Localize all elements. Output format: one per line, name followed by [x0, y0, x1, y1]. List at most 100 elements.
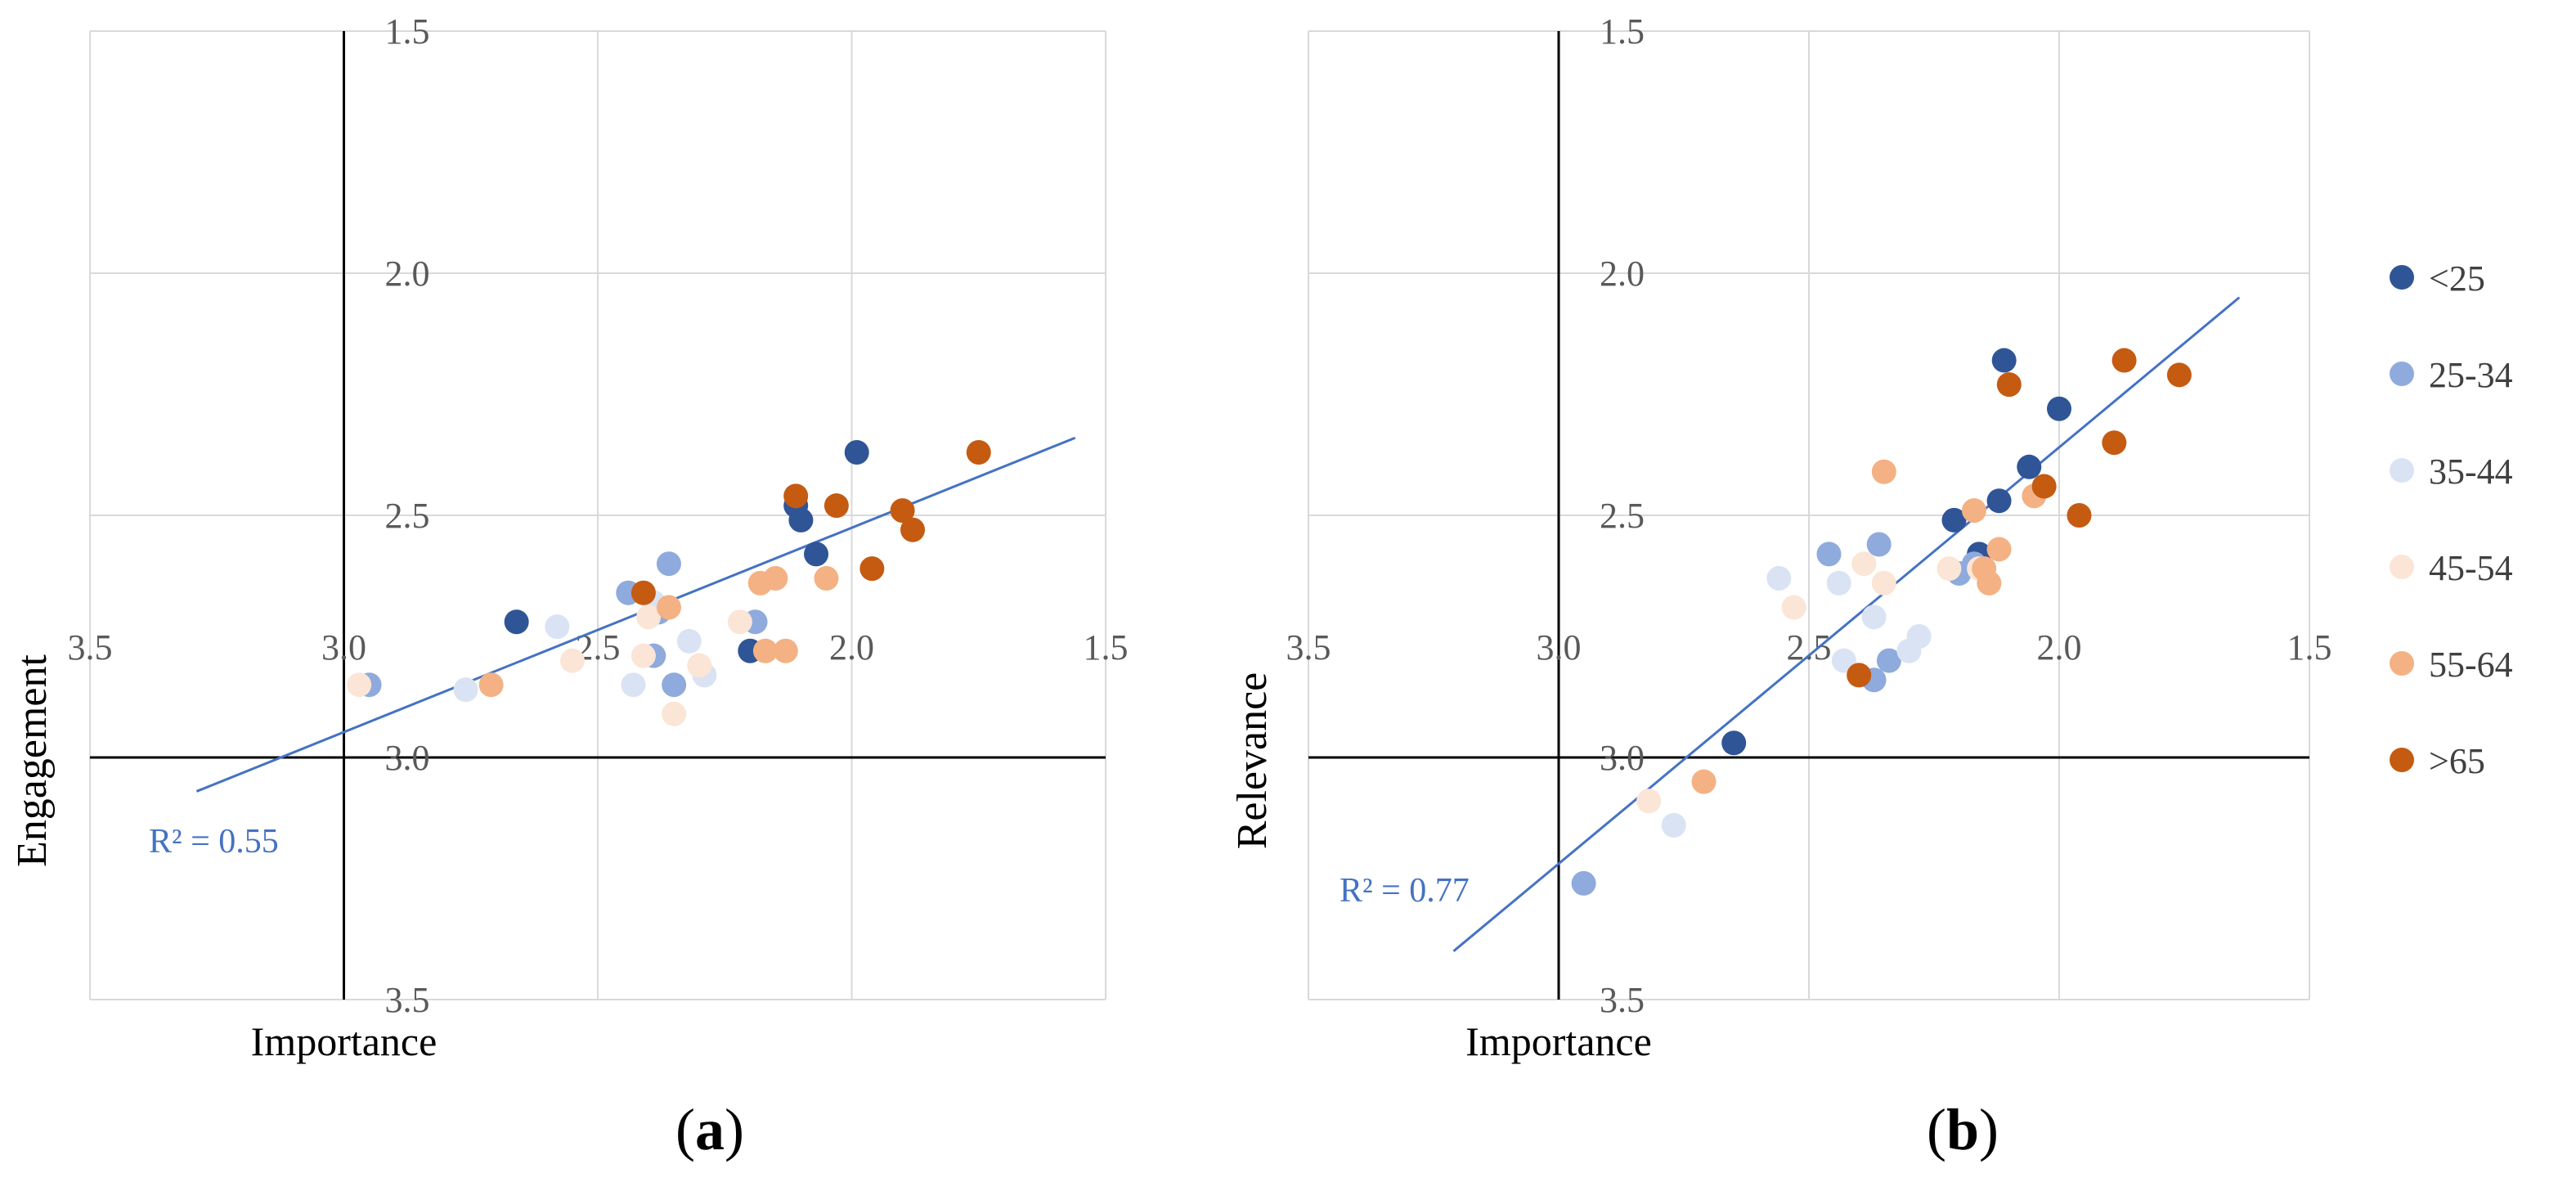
r-squared-label: R² = 0.77: [1340, 872, 1470, 910]
data-point: [1691, 769, 1717, 794]
y-tick-label: 3.0: [385, 738, 430, 778]
data-point: [656, 551, 681, 577]
data-point: [1847, 663, 1872, 688]
data-point: [1876, 648, 1901, 673]
legend-marker: [2390, 265, 2414, 290]
x-tick-label: 3.0: [1537, 627, 1582, 667]
panel-b-caption: (b): [1927, 1097, 1999, 1162]
x-tick-label: 3.5: [1286, 627, 1331, 667]
data-point: [2067, 503, 2092, 528]
data-point: [631, 580, 656, 605]
data-point: [1826, 570, 1851, 595]
data-point: [1871, 459, 1896, 484]
legend-item: 35-44: [2390, 452, 2513, 492]
data-point: [900, 517, 926, 542]
chart-panel-b: 3.5 3.0 2.5 2.0 1.51.52.02.53.03.5Importance…: [1229, 11, 2332, 1064]
data-point: [1571, 870, 1596, 896]
data-point: [1972, 556, 1997, 582]
series->65: [631, 440, 991, 605]
legend-marker: [2390, 362, 2414, 386]
legend-marker: [2390, 458, 2414, 483]
legend-marker: [2390, 651, 2414, 676]
data-point: [2112, 348, 2137, 373]
data-point: [545, 614, 570, 640]
data-point: [1816, 542, 1842, 567]
data-point: [844, 440, 869, 465]
x-axis-title: Importance: [1465, 1018, 1652, 1064]
data-point: [2166, 362, 2192, 388]
y-axis-title: Engagement: [9, 654, 56, 867]
x-tick-label: 2.0: [829, 627, 874, 667]
data-point: [656, 595, 681, 620]
data-point: [1866, 532, 1892, 557]
legend-label: >65: [2429, 741, 2485, 781]
data-point: [453, 677, 478, 703]
gridlines: [1308, 30, 2310, 1000]
y-tick-label: 2.0: [385, 254, 430, 294]
data-point: [621, 672, 646, 698]
legend-item: >65: [2390, 741, 2485, 781]
data-point: [1721, 730, 1747, 756]
legend-item: <25: [2390, 258, 2485, 299]
data-point: [636, 604, 662, 630]
trendline: [195, 436, 1076, 793]
data-point: [1996, 372, 2022, 398]
data-point: [763, 565, 788, 591]
data-point: [2031, 474, 2057, 499]
r-squared-label: R² = 0.55: [149, 823, 279, 861]
data-point: [1986, 488, 2012, 514]
data-point: [2102, 430, 2127, 456]
data-point: [676, 628, 702, 654]
data-point: [662, 701, 687, 726]
series-45-54: [347, 604, 752, 726]
data-point: [1861, 604, 1887, 630]
x-tick-label: 1.5: [2287, 627, 2332, 667]
data-point: [687, 653, 712, 678]
series-<25: [1721, 348, 2071, 756]
x-axis-title: Importance: [251, 1018, 438, 1064]
legend-label: 55-64: [2429, 645, 2513, 685]
data-point: [727, 609, 752, 635]
data-point: [2017, 454, 2042, 479]
data-point: [559, 648, 585, 673]
x-tick-label: 3.0: [321, 627, 366, 667]
series->65: [1847, 348, 2192, 688]
legend-label: 45-54: [2429, 548, 2513, 588]
y-tick-label: 2.5: [385, 496, 430, 536]
data-point: [1941, 507, 1967, 533]
data-point: [1636, 789, 1662, 814]
y-tick-label: 1.5: [1600, 11, 1645, 52]
series-55-64: [1691, 459, 2047, 794]
data-point: [804, 542, 829, 567]
y-tick-label: 3.0: [1600, 738, 1645, 778]
data-point: [504, 609, 529, 635]
data-point: [1986, 537, 2012, 562]
data-point: [1871, 570, 1896, 595]
data-point: [2047, 396, 2071, 421]
data-point: [824, 493, 849, 519]
legend-label: 35-44: [2429, 452, 2513, 492]
data-point: [1851, 551, 1877, 577]
data-point: [1781, 595, 1806, 620]
legend-item: 55-64: [2390, 645, 2513, 685]
data-point: [1906, 624, 1932, 649]
panel-a-caption: (a): [675, 1097, 744, 1162]
data-point: [773, 638, 798, 663]
series-55-64: [478, 565, 839, 698]
data-point: [1936, 556, 1962, 582]
data-point: [662, 672, 687, 698]
data-point: [1961, 498, 1986, 524]
x-tick-label: 1.5: [1084, 627, 1129, 667]
legend-marker: [2390, 555, 2414, 579]
data-point: [966, 440, 991, 465]
data-point: [478, 672, 504, 698]
data-point: [1661, 812, 1686, 838]
legend-label: 25-34: [2429, 355, 2513, 395]
data-point: [347, 672, 372, 698]
trendline: [1452, 296, 2241, 952]
data-point: [814, 565, 839, 591]
x-tick-label: 2.5: [1787, 627, 1832, 667]
legend: <25 25-34 35-44 45-54 55-64 >65: [2390, 258, 2513, 781]
legend-marker: [2390, 748, 2414, 772]
